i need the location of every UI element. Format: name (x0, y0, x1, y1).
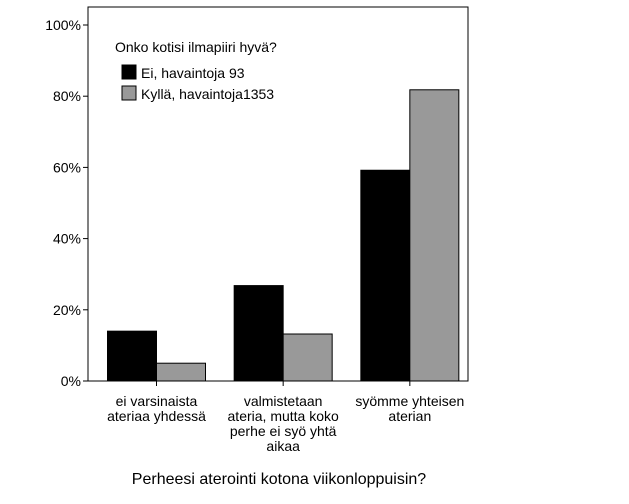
legend-swatch-ei (121, 64, 137, 80)
legend-label-ei: Ei, havaintoja 93 (141, 65, 245, 81)
y-tick-label: 60% (53, 159, 81, 175)
x-tick-label-line: ateria, mutta koko (228, 408, 339, 424)
x-tick-label-line: perhe ei syö yhtä (230, 423, 337, 439)
bar-ei-3 (360, 169, 411, 382)
legend-swatch-kylla (121, 85, 137, 101)
x-tick-label: valmistetaan ateria, mutta koko perhe ei s… (228, 393, 339, 454)
bar-kylla-2 (282, 333, 333, 382)
legend: Onko kotisi ilmapiiri hyvä? Ei, havainto… (115, 39, 277, 102)
x-tick-label-line: syömme yhteisen (355, 393, 464, 409)
bar-kylla-1 (156, 362, 206, 382)
y-tick-label: 100% (45, 17, 81, 33)
y-tick-label: 20% (53, 302, 81, 318)
x-tick-label-line: aterian (388, 408, 431, 424)
x-tick-label-line: valmistetaan (244, 393, 323, 409)
y-tick-label: 80% (53, 88, 81, 104)
y-tick-label: 40% (53, 231, 81, 247)
legend-title: Onko kotisi ilmapiiri hyvä? (115, 39, 277, 55)
x-tick-label-line: ei varsinaista (116, 393, 198, 409)
x-tick-label: syömme yhteisen aterian (355, 393, 464, 424)
bar-ei-2 (233, 285, 284, 382)
x-tick-label-line: ateriaa yhdessä (107, 408, 206, 424)
legend-label-kylla: Kyllä, havaintoja1353 (141, 86, 274, 102)
x-tick-label: ei varsinaista ateriaa yhdessä (107, 393, 206, 424)
y-tick-label: 0% (61, 373, 81, 389)
x-tick-label-line: aikaa (266, 438, 300, 454)
bar-kylla-3 (409, 89, 460, 382)
bar-ei-1 (107, 330, 157, 382)
x-axis-label: Perheesi aterointi kotona viikonloppuisi… (132, 471, 427, 488)
